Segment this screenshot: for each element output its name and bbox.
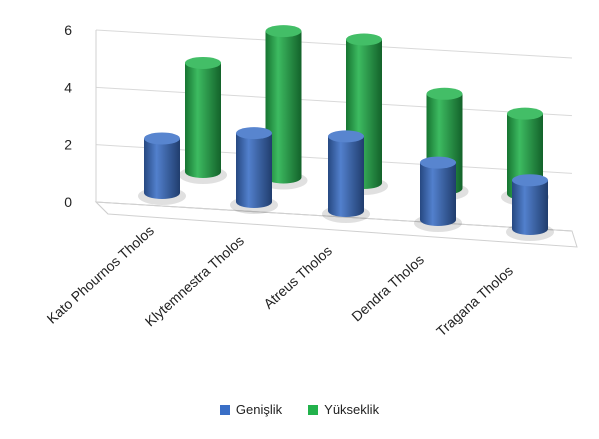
bar-top bbox=[328, 130, 364, 143]
bar-top bbox=[144, 132, 180, 145]
bar-top bbox=[420, 156, 456, 169]
x-tick-label: Klytemnestra Tholos bbox=[142, 232, 247, 329]
y-tick-label: 6 bbox=[64, 22, 72, 38]
legend-item-genislik: Genişlik bbox=[219, 402, 283, 417]
bar-top bbox=[426, 87, 463, 100]
bar-Genişlik-Dendra Tholos bbox=[420, 162, 456, 226]
bar-Genişlik-Kato Phournos Tholos bbox=[144, 138, 180, 199]
bar-Genişlik-Atreus Tholos bbox=[328, 136, 364, 217]
x-tick-label: Atreus Tholos bbox=[260, 242, 335, 312]
y-tick-label: 0 bbox=[64, 194, 72, 210]
bar-top bbox=[507, 107, 543, 120]
legend-label-yukseklik: Yükseklik bbox=[324, 402, 380, 417]
y-tick-label: 2 bbox=[64, 137, 72, 153]
x-tick-label: Kato Phournos Tholos bbox=[44, 222, 157, 326]
x-tick-label: Tragana Tholos bbox=[433, 262, 516, 339]
legend-item-yukseklik: Yükseklik bbox=[308, 402, 379, 417]
bar-Yükseklik-Klytemnestra Tholos bbox=[265, 31, 302, 184]
legend-label-genislik: Genişlik bbox=[235, 402, 283, 417]
bars bbox=[138, 25, 554, 241]
legend: Genişlik Yükseklik bbox=[0, 402, 599, 417]
bar-Yükseklik-Kato Phournos Tholos bbox=[185, 62, 221, 178]
x-tick-label: Dendra Tholos bbox=[348, 251, 427, 324]
bar-Genişlik-Klytemnestra Tholos bbox=[236, 133, 272, 208]
bar-top bbox=[265, 25, 302, 38]
legend-swatch-yukseklik bbox=[308, 404, 319, 415]
y-tick-label: 4 bbox=[64, 79, 72, 95]
gridline bbox=[95, 29, 573, 59]
y-axis: 0 2 4 6 bbox=[64, 22, 72, 210]
gridline bbox=[95, 86, 573, 117]
floor-side-edge bbox=[95, 201, 109, 215]
bar-top bbox=[185, 56, 221, 69]
bar-top bbox=[236, 127, 272, 140]
bar-Genişlik-Tragana Tholos bbox=[512, 180, 548, 235]
legend-swatch-genislik bbox=[219, 404, 230, 415]
bar-top bbox=[512, 174, 548, 187]
bar-top bbox=[346, 33, 382, 46]
